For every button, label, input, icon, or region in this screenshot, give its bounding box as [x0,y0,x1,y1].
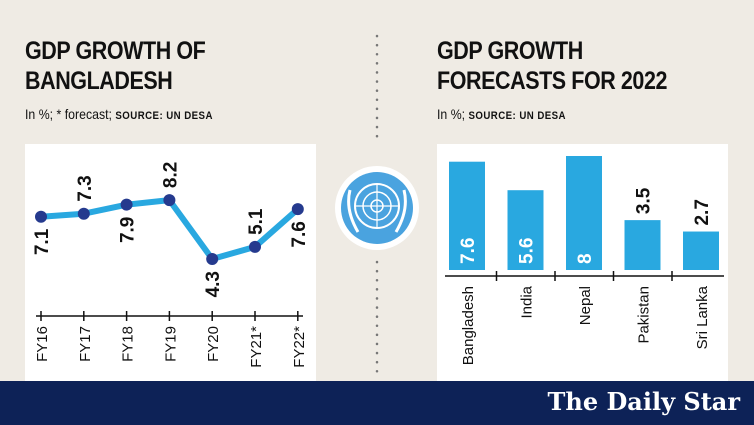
data-point [206,253,219,265]
data-label: 2.7 [692,199,713,225]
x-tick-label: Nepal [577,286,594,325]
data-label: 5.6 [517,238,538,264]
data-label: 7.6 [458,238,479,264]
right-subtitle: In %; SOURCE: UN DESA [437,106,566,122]
data-label: 7.1 [32,228,53,255]
x-tick-label: FY19 [162,326,179,362]
left-source: SOURCE: UN DESA [115,110,213,122]
x-tick-label: Bangladesh [460,286,477,365]
x-tick-label: FY20 [205,326,222,362]
left-title-line1: GDP GROWTH OF [25,37,206,65]
right-title: GDP GROWTH FORECASTS FOR 2022 [437,36,667,96]
data-point [163,194,176,207]
data-label: 7.6 [289,221,310,247]
data-label: 4.3 [203,271,224,297]
x-tick-label: FY21* [248,326,265,368]
x-tick-label: India [519,285,536,318]
bar [683,231,719,270]
data-point [249,240,261,253]
right-title-line2: FORECASTS FOR 2022 [437,67,668,95]
bar-chart: 7.6 Bangladesh 5.6 India 8 Nepal 3.5 Pakistan 2.… [445,156,724,365]
left-subtitle: In %; * forecast; SOURCE: UN DESA [25,106,213,122]
x-tick-label: FY18 [120,326,137,362]
data-point [291,203,304,216]
data-point [35,210,47,223]
data-point [120,198,133,211]
line-chart-panel [25,144,316,381]
bar [566,156,602,270]
x-tick-label: Sri Lanka [694,285,711,349]
right-title-line1: GDP GROWTH [437,37,583,65]
x-tick-label: FY16 [34,326,51,362]
left-subtitle-text: In %; * forecast; [25,106,112,122]
left-title-line2: BANGLADESH [25,67,173,95]
x-tick-label: FY22* [291,326,308,368]
data-label: 8 [575,253,596,264]
un-emblem-icon [335,166,419,250]
data-label: 7.9 [118,217,139,243]
bar [449,161,485,270]
data-label: 5.1 [246,208,267,235]
line-chart: 7.1 FY16 7.3 FY17 7.9 FY18 8.2 FY19 4.3 FY20 5.1 FY… [32,162,310,368]
daily-star-logo: The Daily Star [547,387,740,416]
data-label: 3.5 [634,187,655,214]
left-title: GDP GROWTH OF BANGLADESH [25,36,206,96]
data-label: 7.3 [75,175,96,201]
bar [507,190,544,270]
right-source: SOURCE: UN DESA [468,110,567,122]
footer-bar: The Daily Star [0,381,754,425]
data-label: 8.2 [160,162,181,188]
x-tick-label: FY17 [77,326,94,362]
bar [624,220,661,270]
right-subtitle-text: In %; [437,106,466,122]
x-tick-label: Pakistan [636,286,653,344]
data-point [77,207,90,220]
